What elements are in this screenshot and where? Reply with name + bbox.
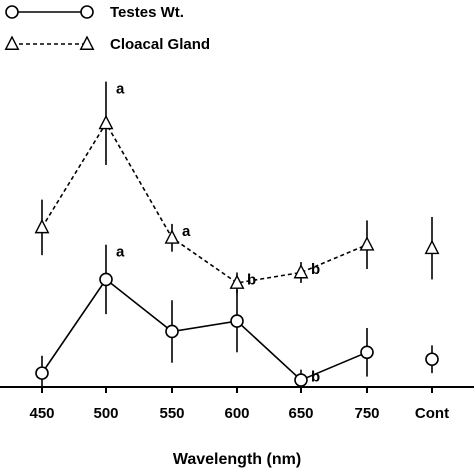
series-line [41,121,368,284]
data-point [424,239,440,255]
x-tick-label: 600 [224,405,249,422]
legend-marker [5,5,19,19]
data-point [229,274,245,289]
x-tick-label: Cont [415,405,449,422]
legend-label: Cloacal Gland [110,36,210,53]
x-tick-label: 500 [93,405,118,422]
data-point [99,272,113,287]
data-point [164,229,180,244]
plot-area: a b a a b b [34,81,440,391]
x-tick-label: 750 [354,405,379,422]
data-point [34,218,50,234]
legend: Testes Wt. Cloacal Gland [4,4,210,53]
significance-label: a [182,223,191,240]
data-point [35,366,49,380]
significance-label: b [311,369,320,386]
data-point [98,114,114,130]
x-tick-label: 650 [288,405,313,422]
data-point [294,373,308,387]
legend-marker [80,5,94,19]
significance-label: b [247,271,256,288]
x-axis-title: Wavelength (nm) [173,451,301,468]
data-point [425,352,439,367]
data-point [230,314,244,328]
legend-marker [79,35,95,50]
significance-label: a [116,81,125,98]
legend-marker [4,35,20,50]
x-axis: 450 500 550 600 650 750 Cont [0,386,474,422]
legend-label: Testes Wt. [110,4,184,21]
x-tick-label: 450 [29,405,54,422]
data-point [165,324,179,339]
series-line [41,278,368,381]
data-point [293,263,309,279]
data-point [359,236,375,251]
significance-label: a [116,244,125,261]
data-point [360,345,374,360]
x-tick-label: 550 [159,405,184,422]
significance-label: b [311,261,320,278]
